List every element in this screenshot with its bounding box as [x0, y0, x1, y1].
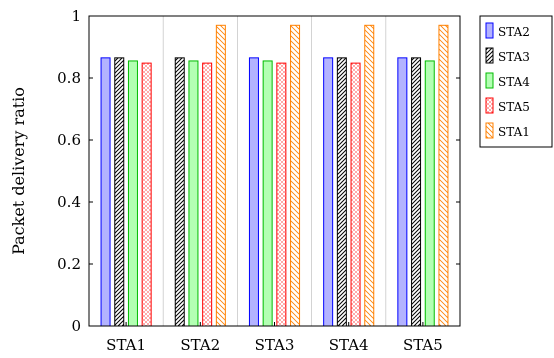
- bar-sta5-sta3: [276, 62, 287, 327]
- bar-sta4-sta2: [188, 60, 199, 327]
- x-tick-label: STA3: [255, 336, 295, 354]
- bar-sta2-sta5: [397, 57, 408, 327]
- bar-sta5-sta4: [350, 62, 361, 327]
- x-tick-label: STA2: [180, 336, 220, 354]
- y-tick-label: 1: [71, 7, 81, 25]
- y-axis-label: Packet delivery ratio: [9, 87, 28, 255]
- legend-swatch: [485, 97, 494, 114]
- y-axis: 0 0.2 0.4 0.6 0.8 1: [57, 7, 460, 335]
- x-tick-label: STA4: [329, 336, 369, 354]
- legend-swatch: [485, 47, 494, 64]
- legend-swatch: [485, 122, 494, 139]
- bar-sta3-sta4: [336, 57, 347, 327]
- legend: STA2 STA3 STA4 STA5 STA1: [479, 15, 553, 148]
- legend-label: STA5: [498, 100, 530, 114]
- legend-label: STA2: [498, 25, 530, 39]
- y-tick-label: 0.8: [57, 69, 81, 87]
- bar-sta4-sta5: [424, 60, 435, 327]
- bars: [100, 24, 449, 327]
- legend-swatch: [485, 22, 494, 39]
- bar-sta1-sta5: [438, 24, 449, 327]
- y-tick-label: 0.6: [57, 131, 81, 149]
- bar-sta3-sta1: [114, 57, 125, 327]
- bar-sta3-sta2: [174, 57, 185, 327]
- y-tick-label: 0.2: [57, 255, 81, 273]
- legend-label: STA1: [498, 125, 530, 139]
- bar-sta5-sta1: [141, 62, 152, 327]
- x-tick-label: STA1: [106, 336, 146, 354]
- bar-sta2-sta4: [323, 57, 334, 327]
- bar-sta2-sta1: [100, 57, 111, 327]
- legend-label: STA4: [498, 75, 530, 89]
- bar-sta4-sta3: [262, 60, 273, 327]
- legend-swatch: [485, 72, 494, 89]
- y-tick-label: 0.4: [57, 193, 81, 211]
- bar-sta3-sta5: [411, 57, 422, 327]
- bar-sta1-sta3: [290, 24, 301, 327]
- x-tick-label: STA5: [403, 336, 443, 354]
- bar-sta4-sta1: [127, 60, 138, 327]
- grid-lines: [162, 16, 387, 326]
- bar-sta2-sta3: [248, 57, 259, 327]
- legend-label: STA3: [498, 50, 530, 64]
- x-axis: STA1 STA2 STA3 STA4 STA5: [106, 322, 443, 354]
- bar-sta1-sta4: [364, 24, 375, 327]
- bar-sta5-sta2: [202, 62, 213, 327]
- y-tick-label: 0: [71, 317, 81, 335]
- bar-sta1-sta2: [215, 24, 226, 327]
